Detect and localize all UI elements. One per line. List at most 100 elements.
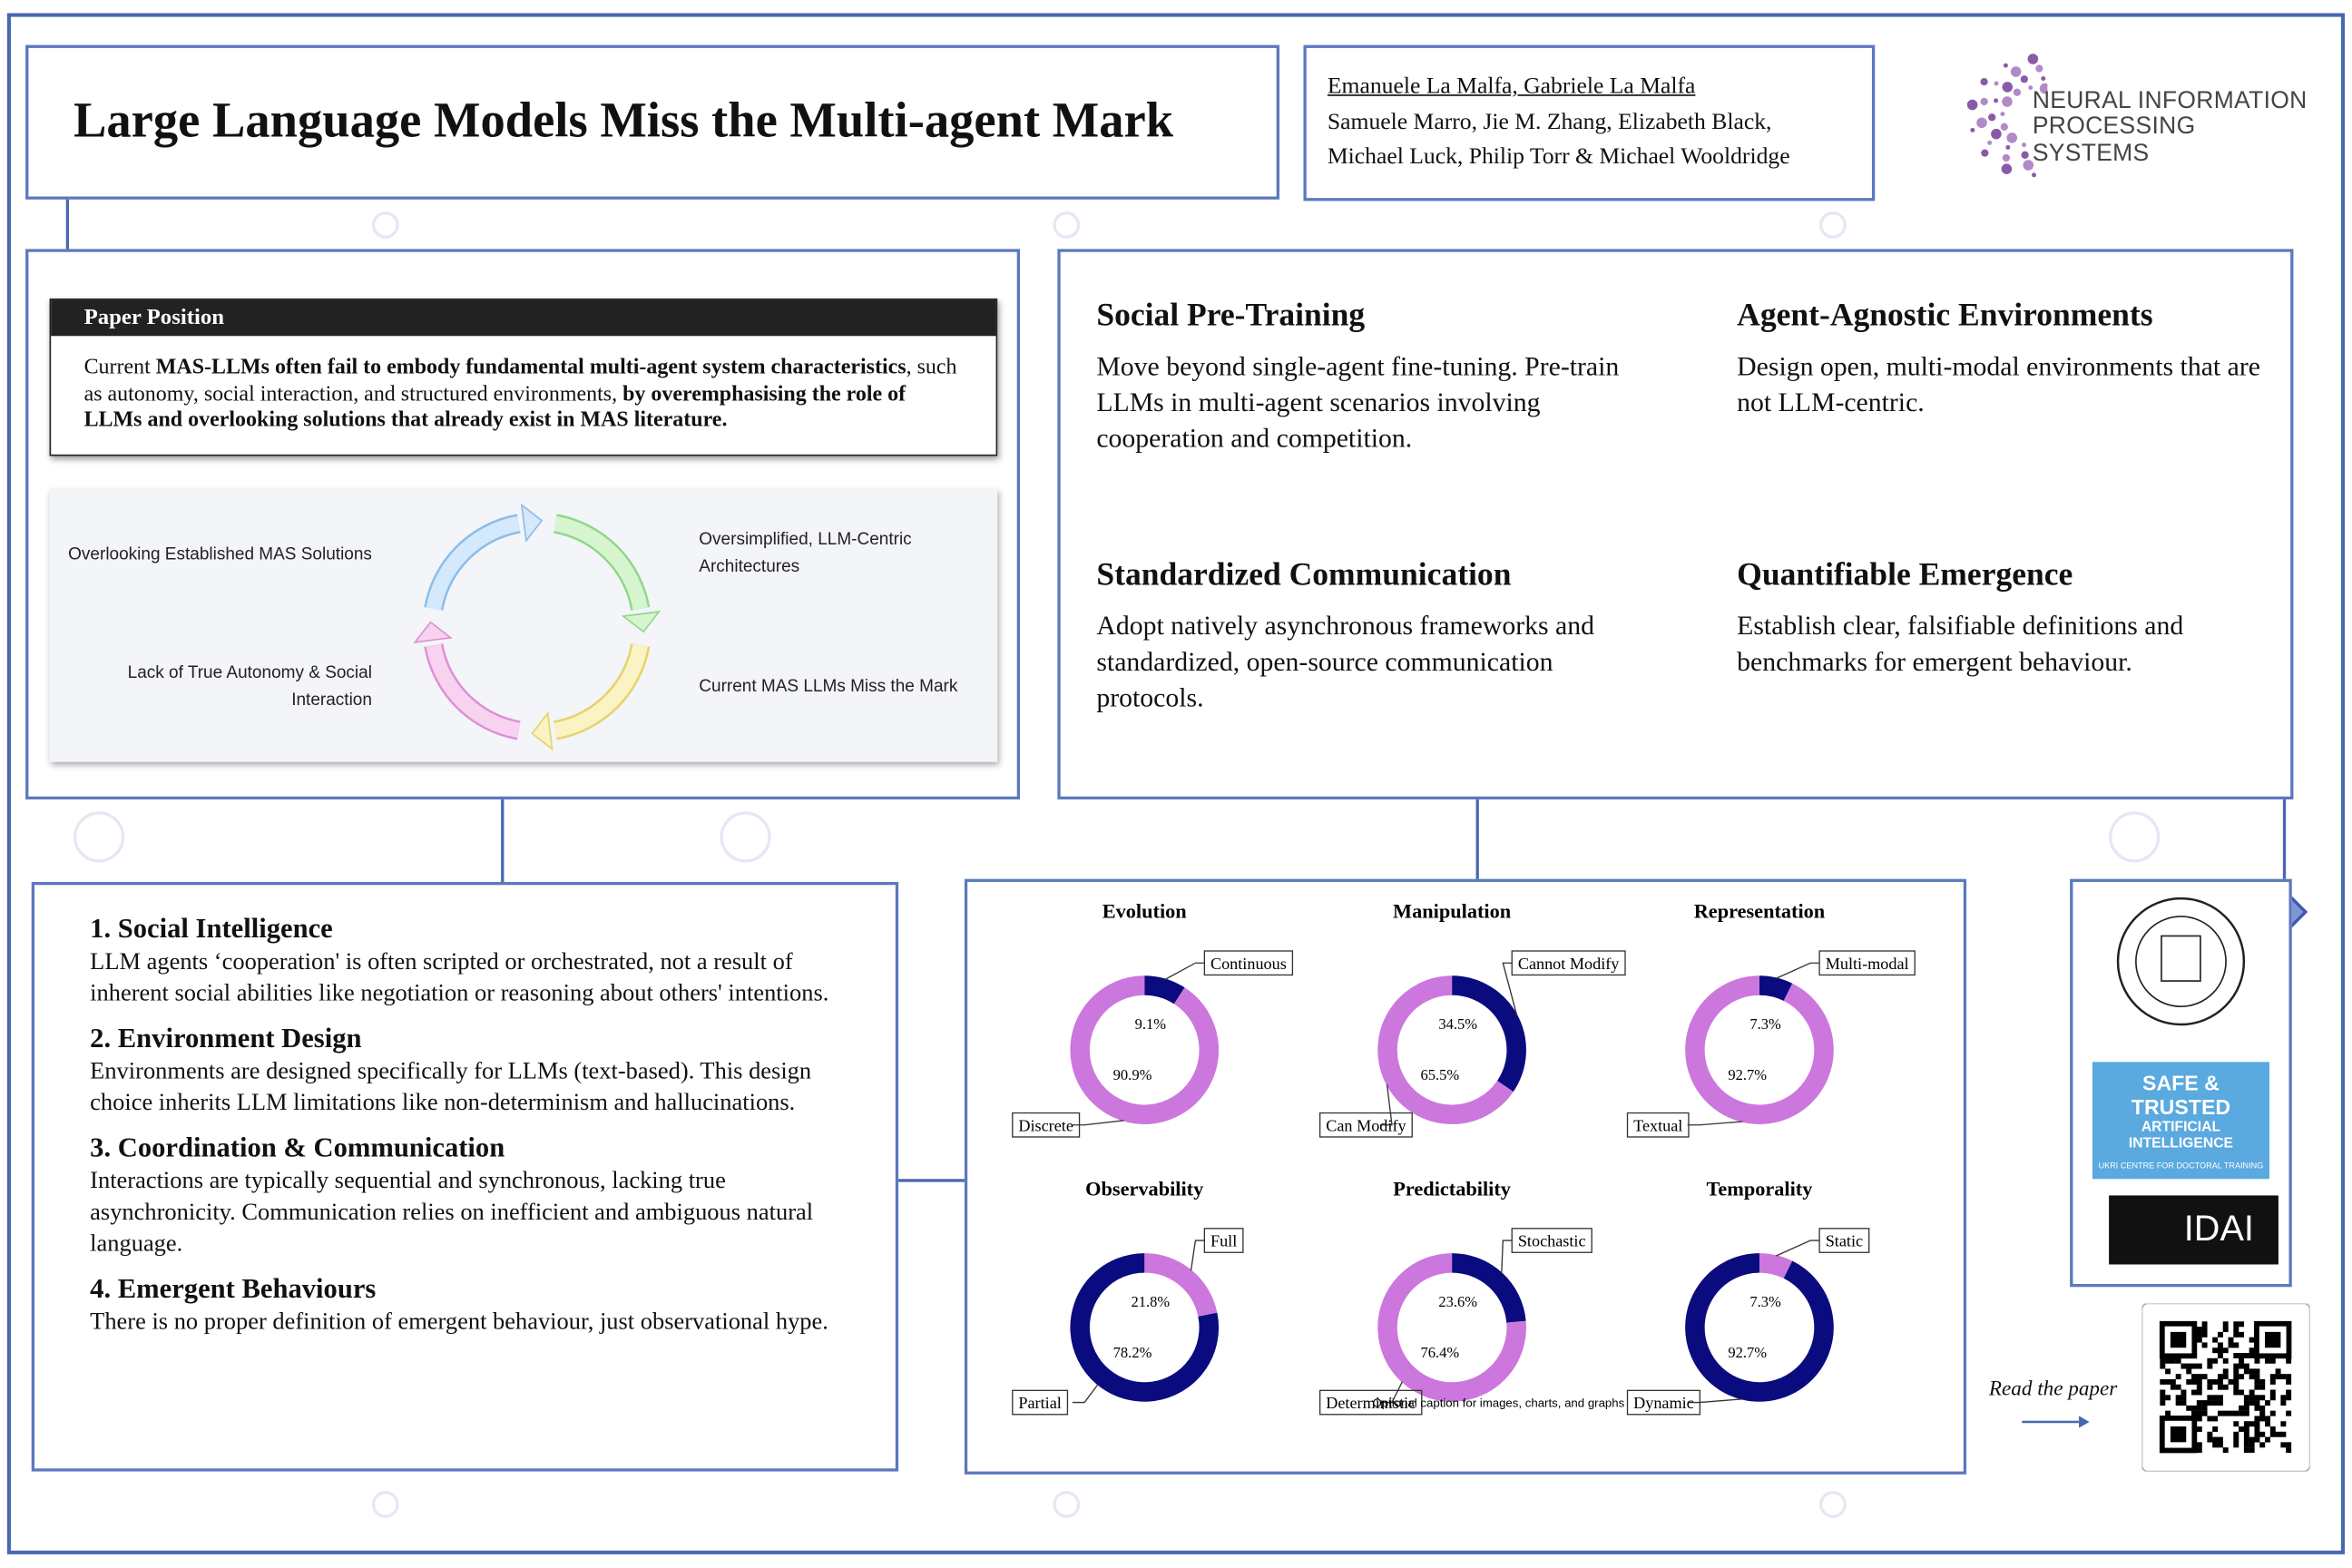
qr-module bbox=[2222, 1348, 2229, 1354]
qr-module bbox=[2212, 1357, 2219, 1364]
donut-category-label: Dynamic bbox=[1633, 1394, 1694, 1412]
author-line: Emanuele La Malfa, Gabriele La Malfa bbox=[1327, 73, 1696, 100]
qr-module bbox=[2196, 1410, 2202, 1416]
problem: 4. Emergent Behaviours There is no proper… bbox=[90, 1275, 850, 1338]
qr-module bbox=[2233, 1436, 2239, 1443]
donut-category-label: Discrete bbox=[1018, 1116, 1073, 1134]
qr-module bbox=[2165, 1368, 2171, 1375]
qr-module bbox=[2243, 1353, 2249, 1358]
qr-module bbox=[2254, 1400, 2260, 1406]
donut-category-label: Full bbox=[1210, 1232, 1237, 1250]
proposals-panel: Social Pre-Training Move beyond single-ag… bbox=[1057, 249, 2294, 800]
qr-module bbox=[2265, 1400, 2270, 1406]
qr-module bbox=[2160, 1357, 2166, 1364]
qr-module bbox=[2196, 1442, 2202, 1448]
logo-dot bbox=[1994, 98, 1999, 103]
qr-module bbox=[2160, 1395, 2166, 1401]
qr-module bbox=[2254, 1368, 2260, 1375]
qr-module bbox=[2254, 1384, 2260, 1390]
qr-module bbox=[2222, 1384, 2229, 1390]
problem-heading: 2. Environment Design bbox=[90, 1024, 362, 1055]
logo-mark bbox=[1966, 54, 2048, 178]
qr-module bbox=[2217, 1400, 2223, 1406]
logo-dot bbox=[1981, 149, 1989, 157]
qr-module bbox=[2243, 1363, 2249, 1369]
qr-module bbox=[2233, 1442, 2239, 1448]
position-heading: Paper Position bbox=[51, 299, 996, 337]
qr-module bbox=[2207, 1357, 2213, 1364]
category-label-box bbox=[1318, 1112, 1413, 1138]
connectors bbox=[65, 199, 2287, 1182]
category-label-box bbox=[1818, 950, 1916, 976]
proposal: Quantifiable Emergence Establish clear, f… bbox=[1737, 556, 2284, 680]
donut-category-label: Static bbox=[1826, 1232, 1863, 1250]
cycle-arc-fill bbox=[554, 643, 648, 739]
qr-module bbox=[2233, 1421, 2239, 1427]
qr-module bbox=[2254, 1421, 2260, 1427]
qr-module bbox=[2239, 1331, 2245, 1338]
qr-module bbox=[2228, 1342, 2234, 1348]
donut-value-label: 92.7% bbox=[1728, 1066, 1767, 1083]
qr-finder bbox=[2159, 1320, 2198, 1359]
qr-module bbox=[2243, 1442, 2249, 1448]
qr-module bbox=[2180, 1395, 2187, 1401]
logo-dot bbox=[2022, 142, 2027, 148]
logo-text: PROCESSING SYSTEMS bbox=[2032, 113, 2196, 167]
qr-module bbox=[2269, 1410, 2276, 1416]
qr-module bbox=[2233, 1321, 2239, 1328]
qr-module bbox=[2207, 1395, 2213, 1401]
position-segment: , such as autonomy, social interaction, … bbox=[83, 355, 957, 407]
qr-module bbox=[2207, 1384, 2213, 1390]
qr-module bbox=[2233, 1378, 2239, 1385]
qr-module bbox=[2165, 1395, 2171, 1401]
logo-dot bbox=[2035, 64, 2043, 73]
qr-module bbox=[2269, 1431, 2276, 1437]
qr-module bbox=[2212, 1395, 2219, 1401]
problem: 1. Social Intelligence LLM agents ‘cooper… bbox=[90, 915, 850, 1009]
qr-module bbox=[2201, 1327, 2208, 1333]
donut-slice bbox=[1759, 975, 1793, 1002]
qr-finder-core bbox=[2170, 1331, 2187, 1348]
donut-slice bbox=[1143, 975, 1185, 1004]
logo-dot bbox=[2021, 151, 2029, 159]
leader-line bbox=[1502, 962, 1518, 1016]
qr-module bbox=[2217, 1442, 2223, 1448]
donut-slice bbox=[1070, 975, 1220, 1124]
qr-module bbox=[2196, 1378, 2202, 1385]
qr-module bbox=[2239, 1363, 2245, 1369]
qr-code[interactable] bbox=[2141, 1303, 2310, 1472]
qr-module bbox=[2280, 1395, 2287, 1401]
author-line: Samuele Marro, Jie M. Zhang, Elizabeth B… bbox=[1327, 108, 1772, 134]
chart-title: Observability bbox=[1085, 1177, 1203, 1200]
qr-module bbox=[2259, 1416, 2266, 1422]
logo-dot bbox=[2002, 153, 2011, 162]
neurips-logo: NEURAL INFORMATION PROCESSING SYSTEMS bbox=[1957, 42, 2318, 191]
qr-module bbox=[2217, 1384, 2223, 1390]
idai-text: IDAI bbox=[2183, 1209, 2254, 1250]
safe-ai-text: SAFE & TRUSTED bbox=[2131, 1071, 2231, 1120]
qr-module bbox=[2217, 1353, 2223, 1358]
logo-dot bbox=[2006, 132, 2018, 143]
qr-module bbox=[2239, 1374, 2245, 1380]
qr-module bbox=[2207, 1378, 2213, 1385]
qr-module bbox=[2191, 1374, 2197, 1380]
qr-module bbox=[2233, 1410, 2239, 1416]
donut-category-label: Multi-modal bbox=[1826, 955, 1909, 973]
logo-dot bbox=[2039, 83, 2048, 94]
qr-module bbox=[2212, 1337, 2219, 1343]
qr-module bbox=[2196, 1331, 2202, 1338]
safe-ai-logo: SAFE & TRUSTED ARTIFICIAL INTELLIGENCE UKR… bbox=[2092, 1062, 2269, 1180]
qr-module bbox=[2217, 1374, 2223, 1380]
qr-module bbox=[2233, 1384, 2239, 1390]
qr-module bbox=[2243, 1410, 2249, 1416]
donut-slice bbox=[1143, 1253, 1218, 1318]
donut-category-label: Cannot Modify bbox=[1518, 955, 1620, 973]
qr-module bbox=[2212, 1348, 2219, 1354]
donut-slice bbox=[1070, 1253, 1220, 1402]
seal-ring bbox=[2116, 897, 2246, 1026]
qr-module bbox=[2201, 1331, 2208, 1338]
qr-module bbox=[2233, 1327, 2239, 1333]
qr-module bbox=[2269, 1374, 2276, 1380]
qr-module bbox=[2239, 1353, 2245, 1358]
qr-module bbox=[2275, 1368, 2281, 1375]
